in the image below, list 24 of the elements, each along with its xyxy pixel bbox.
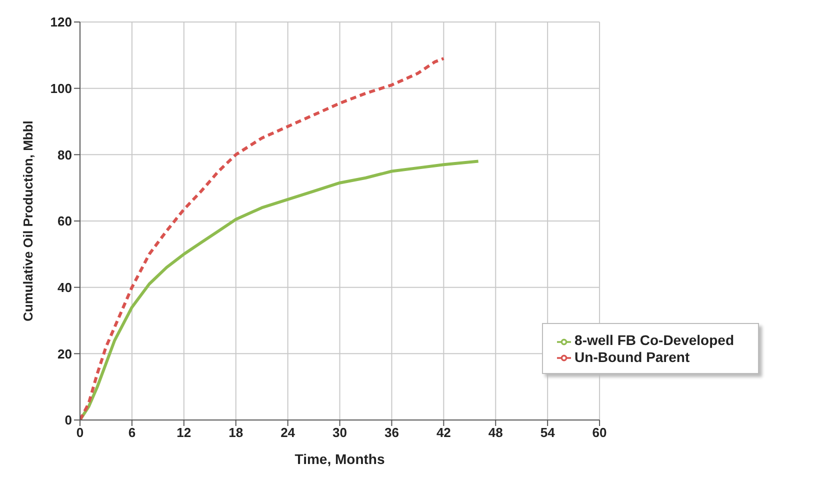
x-tick-label: 18 — [228, 425, 244, 440]
y-tick-label: 40 — [58, 280, 72, 295]
y-tick-label: 120 — [50, 14, 72, 30]
x-tick-label: 0 — [76, 425, 84, 440]
x-tick-label: 12 — [176, 425, 192, 440]
y-tick-label: 60 — [58, 214, 72, 229]
legend-label: 8-well FB Co-Developed — [574, 332, 734, 348]
y-tick-label: 20 — [58, 346, 72, 362]
y-axis-title: Cumulative Oil Production, Mbbl — [20, 120, 36, 322]
x-axis-title: Time, Months — [294, 451, 385, 467]
y-tick-label: 0 — [64, 412, 72, 428]
line-series — [80, 56, 446, 420]
y-tick-label: 80 — [58, 147, 72, 162]
x-tick-label: 60 — [592, 425, 607, 440]
x-tick-label: 42 — [436, 425, 451, 440]
x-tick-label: 24 — [280, 425, 296, 440]
line-series — [80, 160, 480, 420]
legend-label: Un-Bound Parent — [574, 348, 690, 365]
y-tick-label: 100 — [50, 80, 72, 96]
x-tick-label: 6 — [128, 425, 136, 440]
x-tick-label: 30 — [332, 425, 347, 440]
x-tick-label: 36 — [384, 425, 399, 440]
x-tick-label: 54 — [540, 425, 556, 440]
x-tick-label: 48 — [488, 425, 503, 440]
